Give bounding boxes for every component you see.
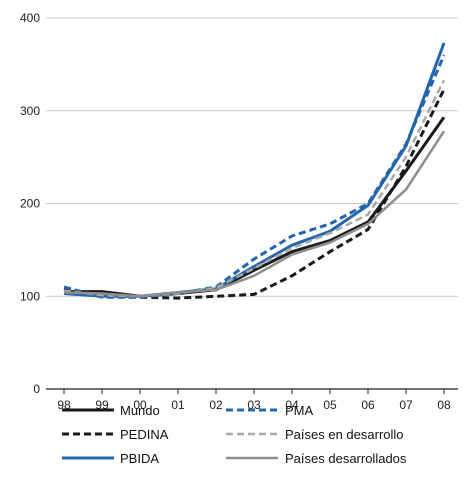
legend-label: PMA bbox=[285, 403, 314, 418]
y-tick-label: 0 bbox=[33, 382, 40, 396]
series-line-5 bbox=[63, 79, 446, 298]
series-line-2 bbox=[63, 88, 446, 300]
series-line-6 bbox=[63, 130, 446, 298]
x-tick-label: 02 bbox=[209, 398, 223, 412]
y-axis-tick-labels: 0 100 200 300 400 bbox=[20, 11, 40, 396]
legend-label: Países desarrollados bbox=[285, 451, 407, 466]
x-tick-label: 08 bbox=[437, 398, 451, 412]
x-tick-label: 00 bbox=[133, 398, 147, 412]
x-tick-label: 04 bbox=[285, 398, 299, 412]
legend-label: PBIDA bbox=[120, 451, 159, 466]
x-tick-label: 05 bbox=[323, 398, 337, 412]
series-line-4 bbox=[63, 54, 446, 299]
y-tick-label: 200 bbox=[20, 197, 40, 211]
x-tick-label: 07 bbox=[399, 398, 413, 412]
series-lines bbox=[63, 42, 446, 300]
legend-label: Mundo bbox=[120, 403, 160, 418]
grid-lines bbox=[46, 17, 458, 297]
y-tick-label: 300 bbox=[20, 104, 40, 118]
x-axis bbox=[46, 388, 458, 394]
y-tick-label: 400 bbox=[20, 11, 40, 25]
y-tick-label: 100 bbox=[20, 289, 40, 303]
legend-label: PEDINA bbox=[120, 427, 169, 442]
x-tick-label: 01 bbox=[171, 398, 185, 412]
x-tick-label: 06 bbox=[361, 398, 375, 412]
legend: Mundo PEDINA PBIDA PMA Países en desarrollo P… bbox=[62, 403, 407, 466]
legend-label: Países en desarrollo bbox=[285, 427, 404, 442]
